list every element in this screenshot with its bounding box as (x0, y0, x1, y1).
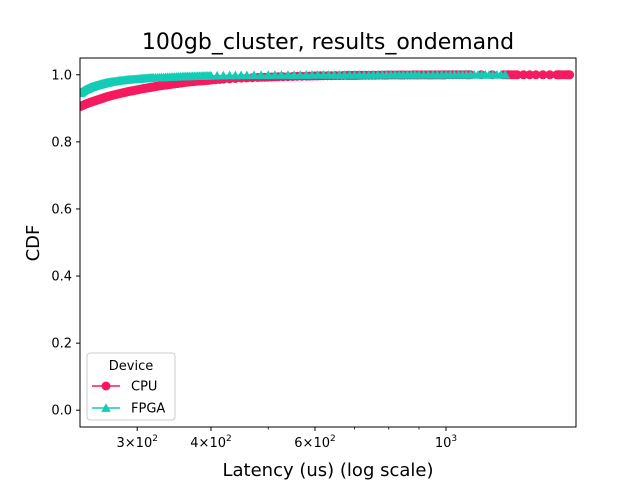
data-point (531, 70, 541, 80)
data-point (519, 70, 528, 80)
data-point (212, 70, 222, 80)
data-point (283, 70, 293, 79)
y-tick-label: 0.8 (51, 135, 72, 150)
x-tick-label: 3×102 (117, 434, 158, 451)
legend-marker-circle (101, 381, 111, 391)
data-point (538, 70, 548, 80)
data-point (218, 70, 229, 80)
legend-label-fpga: FPGA (131, 402, 165, 417)
y-tick-label: 0.2 (51, 337, 72, 352)
data-point (512, 70, 522, 80)
legend-marker-triangle (101, 403, 111, 412)
legend-box (86, 352, 176, 421)
data-point (256, 70, 266, 80)
legend-label-cpu: CPU (131, 380, 157, 395)
data-point (270, 70, 280, 79)
y-tick-label: 1.0 (51, 68, 72, 83)
data-point (242, 70, 252, 80)
x-tick-label: 6×102 (294, 434, 335, 451)
y-axis-label: CDF (23, 225, 44, 262)
data-point (289, 70, 299, 79)
data-point (565, 70, 575, 80)
data-point (525, 70, 535, 80)
x-tick-label: 103 (435, 434, 457, 451)
y-tick-label: 0.4 (51, 270, 72, 285)
x-tick-label: 4×102 (190, 434, 231, 451)
data-point (249, 70, 259, 80)
data-point (206, 70, 216, 80)
data-point (295, 70, 305, 79)
data-point (263, 70, 274, 79)
y-tick-label: 0.0 (51, 404, 72, 419)
chart-title: 100gb_cluster, results_ondemand (142, 30, 514, 55)
data-point (276, 70, 287, 79)
legend-title: Device (109, 359, 153, 374)
plot-frame (79, 57, 577, 428)
series-fpga (80, 69, 511, 98)
axes-layer: 0.0 0.2 0.4 0.6 0.8 1.0 3×102 4×102 6×102 103 (51, 57, 577, 451)
y-tick-label: 0.6 (51, 202, 72, 217)
series-layer (80, 69, 575, 112)
legend: Device CPU FPGA (86, 352, 176, 421)
data-point (500, 69, 511, 79)
x-axis-label: Latency (us) (log scale) (222, 460, 433, 480)
data-point (545, 70, 555, 80)
